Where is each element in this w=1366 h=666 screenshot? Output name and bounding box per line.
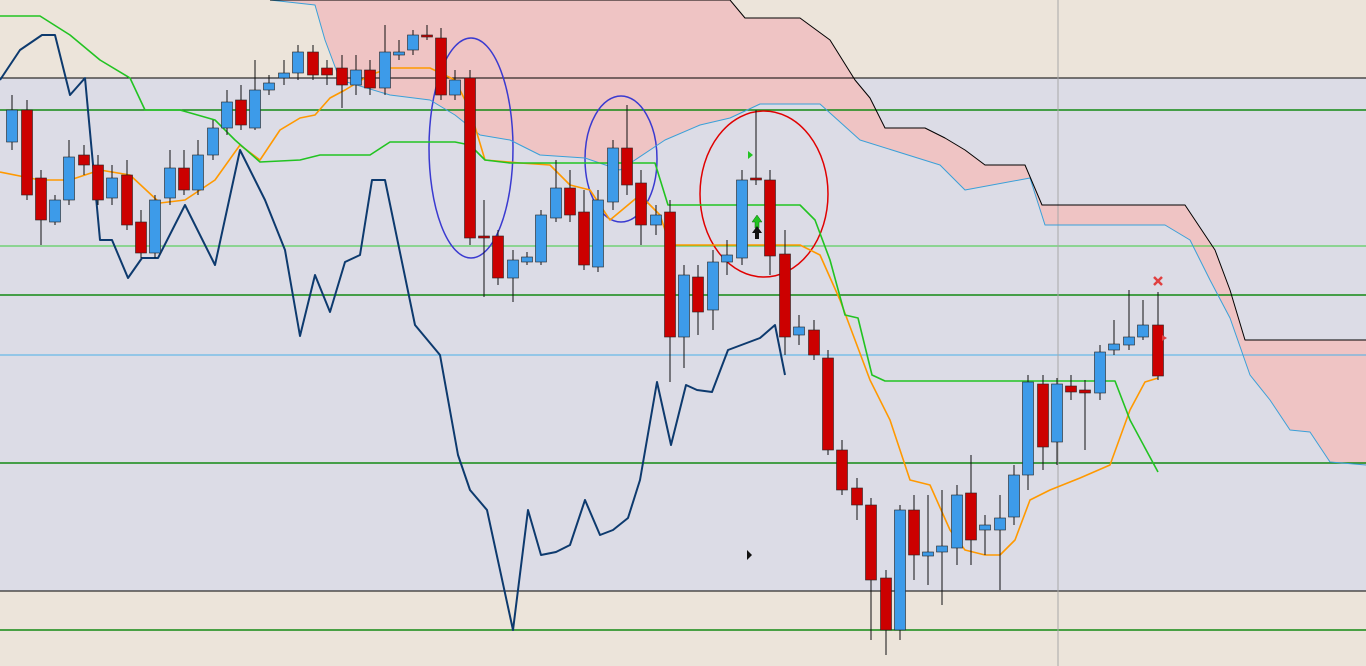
candle-body [149, 199, 161, 254]
candle-body [521, 256, 533, 263]
candle-body [692, 276, 704, 313]
candle-body [192, 154, 204, 191]
candle-body [1008, 474, 1020, 518]
candle-body [235, 99, 247, 126]
candle-body [393, 51, 405, 56]
candle-body [592, 199, 604, 268]
candle-body [951, 494, 963, 549]
candle-body [564, 187, 576, 216]
candle-body [822, 357, 834, 451]
candle-body [1051, 383, 1063, 443]
candle-body [1123, 336, 1135, 346]
candle-body [435, 37, 447, 96]
candle-body [379, 51, 391, 89]
candle-body [35, 177, 47, 221]
icons [747, 151, 1167, 560]
cloud-layer [270, 0, 1366, 465]
candle-body [736, 179, 748, 259]
candle-body [292, 51, 304, 74]
candle-body [894, 509, 906, 631]
candle-body [78, 154, 90, 166]
candle-body [979, 524, 991, 531]
candle-body [449, 79, 461, 96]
annotation-ellipse [699, 110, 829, 278]
candle-body [92, 164, 104, 201]
candle-body [492, 235, 504, 279]
candle-body [1137, 324, 1149, 338]
candle-body [1065, 385, 1077, 393]
candles-layer [6, 25, 1164, 655]
candle-body [178, 167, 190, 191]
candle-body [307, 51, 319, 76]
candle-body [350, 69, 362, 86]
candle-body [621, 147, 633, 186]
candle-body [6, 109, 18, 143]
candle-body [808, 329, 820, 356]
candle-body [207, 127, 219, 156]
candle-body [865, 504, 877, 581]
cursor [747, 550, 752, 560]
candle-body [908, 509, 920, 556]
candle-body [851, 487, 863, 506]
candle-body [650, 214, 662, 226]
candle-body [249, 89, 261, 129]
candle-body [721, 254, 733, 263]
annotation-ellipse [584, 95, 658, 223]
annotation-ellipse [428, 37, 514, 259]
candle-body [678, 274, 690, 338]
candle-body [364, 69, 376, 89]
candle-body [321, 67, 333, 76]
candle-body [21, 109, 33, 196]
candle-body [836, 449, 848, 491]
candle-body [994, 517, 1006, 531]
candle-body [135, 221, 147, 254]
candle-body [535, 214, 547, 263]
candle-body [1094, 351, 1106, 394]
candle-body [407, 34, 419, 51]
cloud-fill [270, 0, 1366, 465]
candle-body [764, 179, 776, 257]
candle-body [707, 261, 719, 311]
candle-body [221, 101, 233, 129]
candle-body [880, 577, 892, 631]
close-marker [1153, 276, 1163, 286]
candle-body [49, 199, 61, 223]
signal-marker [1162, 335, 1167, 341]
signal-marker [748, 151, 753, 159]
buy-arrow [752, 226, 762, 239]
candle-body [1079, 389, 1091, 394]
candle-body [779, 253, 791, 338]
candle-body [336, 67, 348, 86]
candle-body [464, 77, 476, 239]
candle-body [922, 551, 934, 557]
candle-body [635, 182, 647, 226]
candle-body [965, 492, 977, 541]
candle-body [1022, 381, 1034, 476]
candle-body [750, 177, 762, 181]
candle-body [63, 156, 75, 201]
candle-body [121, 174, 133, 226]
candle-body [936, 545, 948, 553]
candle-body [263, 82, 275, 91]
annotations [428, 37, 829, 278]
candle-body [507, 259, 519, 279]
chikou-line [0, 34, 786, 631]
candle-body [1037, 383, 1049, 448]
candle-body [1152, 324, 1164, 377]
candle-body [607, 147, 619, 203]
candle-body [164, 167, 176, 199]
candle-body [793, 326, 805, 336]
senkou-span-b [270, 0, 1366, 341]
candle-body [550, 187, 562, 219]
candle-body [478, 235, 490, 239]
candle-body [664, 211, 676, 338]
candle-body [106, 177, 118, 199]
candle-body [421, 34, 433, 38]
candle-body [578, 211, 590, 266]
candle-body [1108, 343, 1120, 351]
senkou-span-a [269, 0, 1366, 466]
candle-body [278, 72, 290, 79]
